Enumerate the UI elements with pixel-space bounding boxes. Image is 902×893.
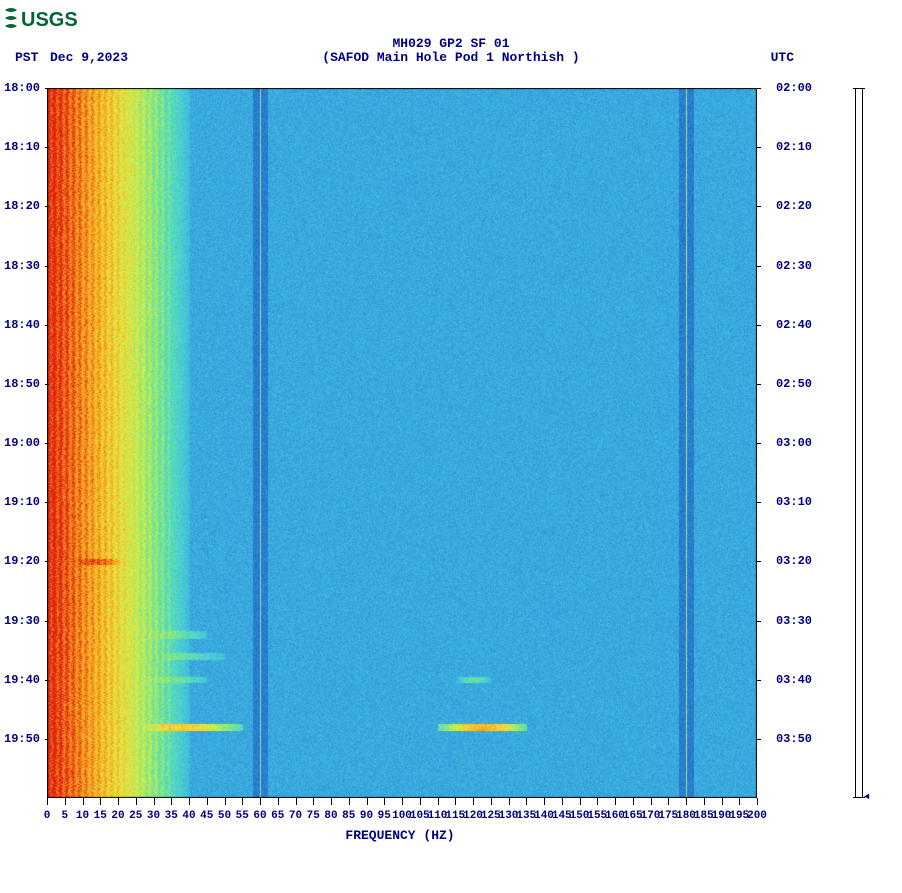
y-left-tick: 18:50: [4, 377, 44, 391]
y-right-tick: 02:50: [762, 377, 812, 391]
y-right-tick: 03:40: [762, 673, 812, 687]
date-label: Dec 9,2023: [50, 50, 128, 65]
y-left-tick: 18:10: [4, 140, 44, 154]
y-left-tick: 19:10: [4, 495, 44, 509]
y-left-tick: 18:40: [4, 318, 44, 332]
y-left-tick: 19:50: [4, 732, 44, 746]
y-left-tick: 18:20: [4, 199, 44, 213]
left-timezone-label: PST: [15, 50, 38, 65]
scalebar-arrow-icon: ◄: [864, 792, 869, 802]
y-left-tick: 19:40: [4, 673, 44, 687]
y-right-tick: 03:30: [762, 614, 812, 628]
y-right-tick: 03:00: [762, 436, 812, 450]
y-right-tick: 03:20: [762, 554, 812, 568]
x-axis-label: FREQUENCY (HZ): [0, 828, 800, 843]
page-root: USGS MH029 GP2 SF 01 (SAFOD Main Hole Po…: [0, 0, 902, 893]
y-right-tick: 02:10: [762, 140, 812, 154]
x-tick: 200: [747, 810, 767, 822]
y-right-tick: 02:20: [762, 199, 812, 213]
y-right-tick: 03:10: [762, 495, 812, 509]
y-right-tick: 02:40: [762, 318, 812, 332]
y-left-tick: 18:00: [4, 81, 44, 95]
chart-title-line2: (SAFOD Main Hole Pod 1 Northish ): [0, 50, 902, 65]
amplitude-scalebar: [855, 88, 863, 798]
y-right-tick: 03:50: [762, 732, 812, 746]
y-left-tick: 19:00: [4, 436, 44, 450]
spectrogram-canvas: [47, 88, 757, 798]
y-right-tick: 02:30: [762, 259, 812, 273]
chart-title-line1: MH029 GP2 SF 01: [0, 36, 902, 51]
right-timezone-label: UTC: [771, 50, 794, 65]
spectrogram-plot: [47, 88, 757, 798]
y-left-tick: 18:30: [4, 259, 44, 273]
svg-text:USGS: USGS: [21, 9, 78, 31]
y-left-tick: 19:30: [4, 614, 44, 628]
y-right-tick: 02:00: [762, 81, 812, 95]
usgs-logo: USGS: [3, 4, 93, 32]
y-left-tick: 19:20: [4, 554, 44, 568]
